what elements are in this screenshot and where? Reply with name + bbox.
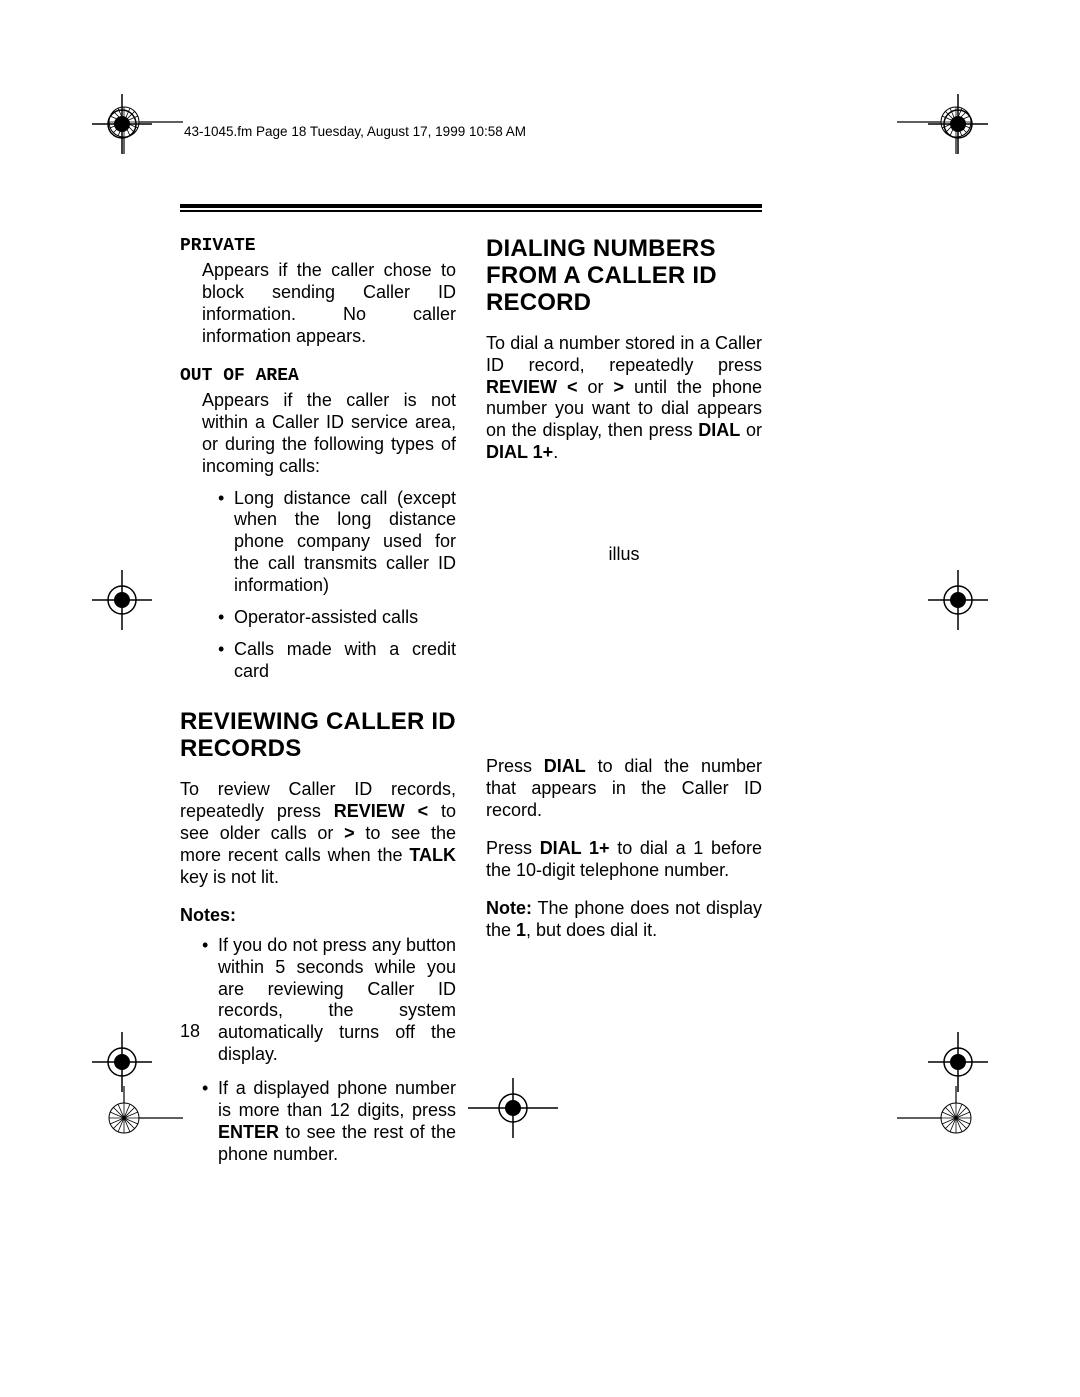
- key-dial-1plus: DIAL 1+: [540, 838, 610, 858]
- paragraph-review-instructions: To review Caller ID records, repeatedly …: [180, 779, 456, 889]
- text-fragment: or: [578, 377, 614, 397]
- crop-mark-icon: [92, 570, 152, 630]
- key-dial: DIAL: [544, 756, 586, 776]
- text-fragment: Press: [486, 838, 540, 858]
- text-fragment: , but does dial it.: [526, 920, 657, 940]
- key-gt: >: [613, 377, 624, 397]
- key-enter: ENTER: [218, 1122, 279, 1142]
- key-talk: TALK: [409, 845, 456, 865]
- key-gt: >: [344, 823, 355, 843]
- list-item: If you do not press any button within 5 …: [202, 935, 456, 1067]
- heading-reviewing-records: REVIEWING CALLER ID RECORDS: [180, 709, 456, 763]
- out-of-area-bullet-list: Long distance call (except when the long…: [218, 488, 456, 684]
- paragraph-press-dial-1plus: Press DIAL 1+ to dial a 1 before the 10-…: [486, 838, 762, 882]
- crop-mark-icon: [928, 1032, 988, 1092]
- left-column: PRIVATE Appears if the caller chose to b…: [180, 236, 456, 1178]
- text-fragment: key is not lit.: [180, 867, 279, 887]
- corner-ornament-icon: [108, 1086, 183, 1134]
- key-review-lt: REVIEW <: [486, 377, 578, 397]
- page-header-meta: 43-1045.fm Page 18 Tuesday, August 17, 1…: [184, 124, 526, 139]
- digit-1: 1: [516, 920, 526, 940]
- term-private: PRIVATE: [180, 236, 456, 258]
- crop-mark-icon: [92, 1032, 152, 1092]
- content-columns: PRIVATE Appears if the caller chose to b…: [180, 236, 762, 1178]
- definition-private: Appears if the caller chose to block sen…: [202, 260, 456, 348]
- text-fragment: or: [740, 420, 762, 440]
- text-fragment: To dial a number stored in a Caller ID r…: [486, 333, 762, 375]
- key-dial-1plus: DIAL 1+: [486, 442, 553, 462]
- list-item: Long distance call (except when the long…: [218, 488, 456, 598]
- text-fragment: If a displayed phone number is more than…: [218, 1078, 456, 1120]
- paragraph-note-display-1: Note: The phone does not display the 1, …: [486, 898, 762, 942]
- right-column: DIALING NUMBERS FROM A CALLER ID RECORD …: [486, 236, 762, 1178]
- text-fragment: Press: [486, 756, 544, 776]
- text-fragment: .: [553, 442, 558, 462]
- section-divider-double-rule: [180, 204, 762, 212]
- paragraph-dial-instructions: To dial a number stored in a Caller ID r…: [486, 333, 762, 465]
- corner-ornament-icon: [897, 1086, 972, 1134]
- definition-out-of-area: Appears if the caller is not within a Ca…: [202, 390, 456, 478]
- list-item: If a displayed phone number is more than…: [202, 1078, 456, 1166]
- illustration-placeholder: illus: [486, 544, 762, 566]
- notes-label: Notes:: [180, 905, 456, 927]
- crop-mark-icon: [928, 570, 988, 630]
- note-label: Note:: [486, 898, 532, 918]
- list-item: Calls made with a credit card: [218, 639, 456, 683]
- notes-list: If you do not press any button within 5 …: [202, 935, 456, 1167]
- corner-ornament-icon: [108, 106, 183, 154]
- page-number: 18: [180, 1021, 200, 1042]
- key-dial: DIAL: [698, 420, 740, 440]
- list-item: Operator-assisted calls: [218, 607, 456, 629]
- term-out-of-area: OUT OF AREA: [180, 366, 456, 388]
- heading-dialing-from-record: DIALING NUMBERS FROM A CALLER ID RECORD: [486, 236, 762, 317]
- paragraph-press-dial: Press DIAL to dial the number that appea…: [486, 756, 762, 822]
- corner-ornament-icon: [897, 106, 972, 154]
- key-review-lt: REVIEW <: [334, 801, 428, 821]
